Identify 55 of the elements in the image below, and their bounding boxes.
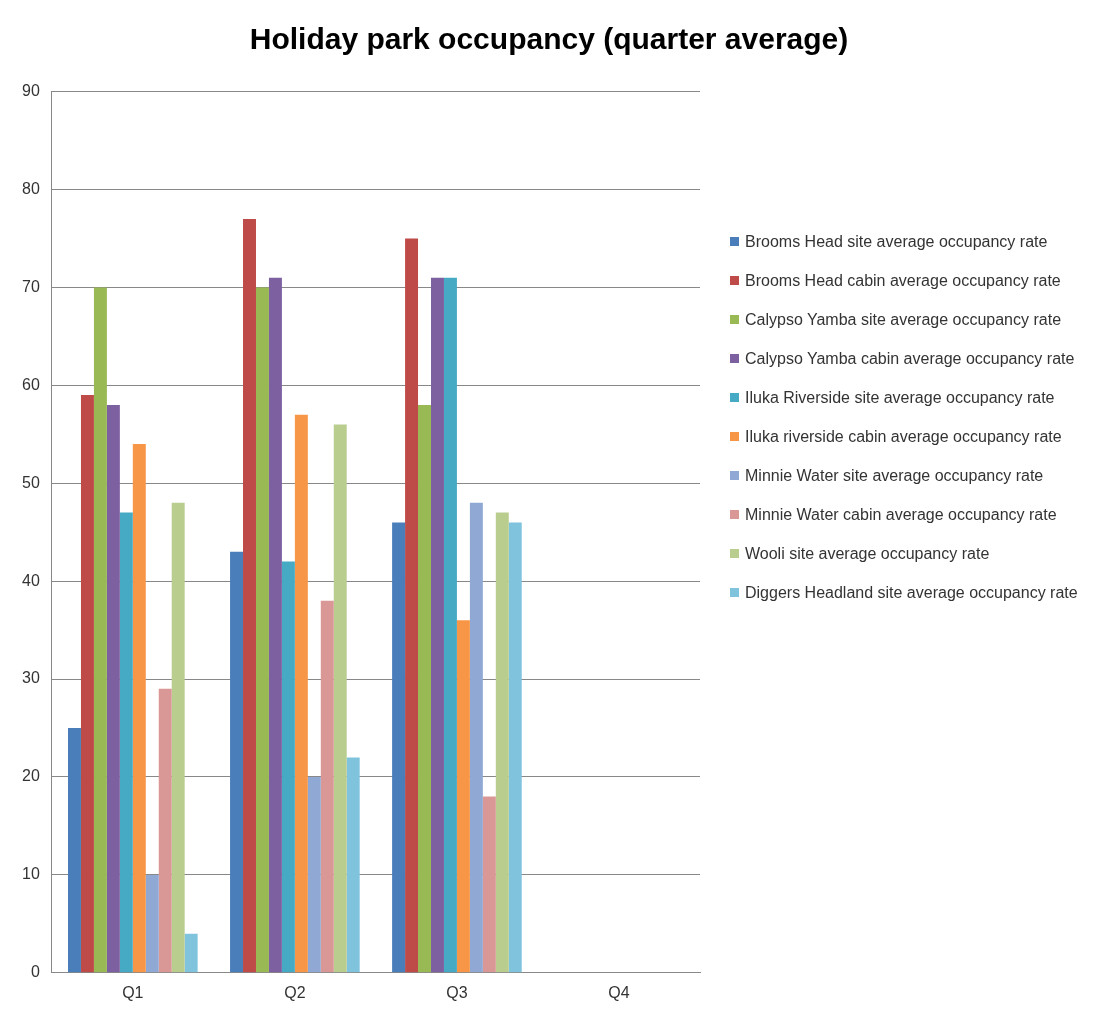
bar (119, 512, 133, 973)
x-tick-label: Q2 (284, 983, 306, 1001)
y-tick-label: 80 (22, 179, 40, 197)
legend-label: Calypso Yamba site average occupancy rate (745, 310, 1062, 330)
x-tick-label: Q1 (122, 983, 144, 1001)
bar (93, 287, 107, 973)
legend-label: Calypso Yamba cabin average occupancy rate (745, 349, 1075, 369)
legend-label: Minnie Water site average occupancy rate (745, 466, 1044, 486)
y-tick-label: 60 (22, 375, 40, 393)
bar (456, 620, 470, 973)
bar (392, 522, 406, 973)
bar (307, 776, 321, 973)
bar (68, 728, 81, 973)
bar (230, 551, 244, 973)
legend-label: Brooms Head site average occupancy rate (745, 232, 1048, 252)
bar (294, 414, 308, 973)
bar (508, 522, 522, 973)
bar (106, 404, 120, 973)
x-tick-label: Q3 (446, 983, 468, 1001)
legend-label: Minnie Water cabin average occupancy rate (745, 505, 1057, 525)
y-tick-label: 50 (22, 473, 40, 491)
legend-label: Diggers Headland site average occupancy rate (745, 583, 1078, 603)
bar (281, 561, 295, 973)
bar (405, 238, 419, 973)
bar (171, 502, 185, 973)
chart-title: Holiday park occupancy (quarter average) (248, 22, 850, 56)
y-tick-label: 30 (22, 669, 40, 687)
bar (469, 502, 483, 973)
bar (145, 874, 159, 973)
bar (482, 796, 496, 973)
bar (184, 933, 198, 973)
bar (443, 277, 457, 973)
y-tick-label: 20 (22, 767, 40, 785)
bar (268, 277, 282, 973)
legend-label: Brooms Head cabin average occupancy rate (745, 271, 1061, 291)
bar (243, 218, 256, 973)
y-tick-label: 0 (30, 963, 40, 981)
bar (418, 404, 431, 973)
y-tick-label: 90 (22, 82, 40, 100)
y-tick-label: 40 (22, 571, 40, 589)
bar (132, 444, 146, 973)
bar (158, 688, 172, 973)
bar (346, 757, 360, 973)
bar (320, 600, 334, 973)
bar (495, 512, 509, 973)
bar (333, 424, 347, 973)
bar (80, 395, 94, 973)
bar (431, 277, 444, 973)
legend-label: Iluka Riverside site average occupancy rate (745, 388, 1055, 408)
y-tick-label: 10 (22, 865, 40, 883)
y-tick-label: 70 (22, 277, 40, 295)
x-tick-label: Q4 (608, 983, 630, 1001)
legend-label: Iluka riverside cabin average occupancy rate (745, 427, 1062, 447)
legend-label: Wooli site average occupancy rate (745, 544, 990, 564)
bar (255, 287, 269, 973)
